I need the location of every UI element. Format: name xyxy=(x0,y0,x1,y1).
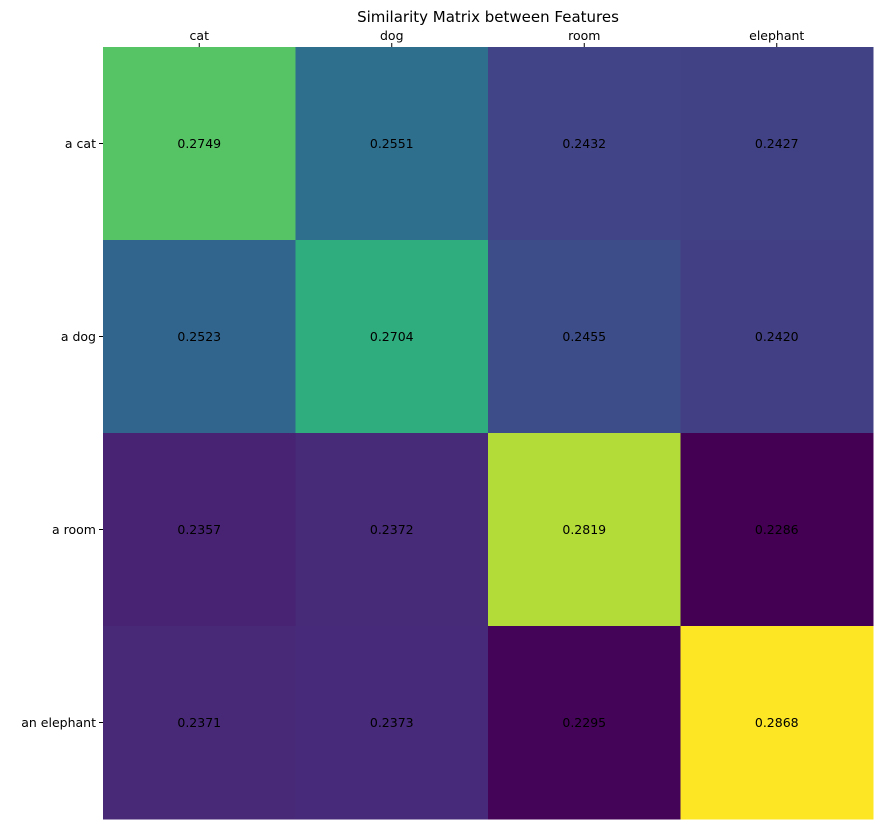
y-tick-label: a dog xyxy=(61,329,96,344)
heatmap-cell xyxy=(103,433,296,627)
cell-value-label: 0.2286 xyxy=(755,522,799,537)
heatmap-cell xyxy=(295,240,489,434)
x-tick-label: dog xyxy=(380,28,404,43)
cell-value-label: 0.2523 xyxy=(177,329,221,344)
heatmap-cell xyxy=(488,626,681,820)
chart-title: Similarity Matrix between Features xyxy=(357,8,619,26)
cell-value-label: 0.2427 xyxy=(755,136,799,151)
cell-value-label: 0.2372 xyxy=(370,522,414,537)
heatmap-cell xyxy=(680,433,874,627)
cell-value-label: 0.2432 xyxy=(562,136,606,151)
heatmap-cell xyxy=(103,240,296,434)
x-axis-ticks: cat dog room elephant xyxy=(190,28,804,47)
cell-value-label: 0.2749 xyxy=(177,136,221,151)
cell-value-label: 0.2455 xyxy=(562,329,606,344)
cell-value-label: 0.2704 xyxy=(370,329,414,344)
heatmap-cell xyxy=(680,47,874,241)
y-axis-ticks: a cat a dog a room an elephant xyxy=(21,136,103,730)
cell-value-label: 0.2868 xyxy=(755,715,799,730)
cell-value-label: 0.2551 xyxy=(370,136,414,151)
heatmap-cell xyxy=(295,47,489,241)
x-tick-label: elephant xyxy=(749,28,804,43)
y-tick-label: a room xyxy=(52,522,96,537)
heatmap-cell xyxy=(680,626,874,820)
heatmap-cells xyxy=(103,47,874,820)
x-tick-label: cat xyxy=(190,28,210,43)
cell-value-label: 0.2420 xyxy=(755,329,799,344)
cell-value-label: 0.2371 xyxy=(177,715,221,730)
heatmap-cell xyxy=(680,240,874,434)
heatmap-cell xyxy=(488,240,681,434)
heatmap-cell xyxy=(103,626,296,820)
y-tick-label: a cat xyxy=(65,136,96,151)
heatmap-cell xyxy=(295,626,489,820)
cell-value-label: 0.2819 xyxy=(562,522,606,537)
heatmap-cell xyxy=(295,433,489,627)
cell-value-label: 0.2373 xyxy=(370,715,414,730)
heatmap-cell xyxy=(103,47,296,241)
cell-value-label: 0.2295 xyxy=(562,715,606,730)
cell-value-label: 0.2357 xyxy=(177,522,221,537)
heatmap-cell xyxy=(488,433,681,627)
x-tick-label: room xyxy=(568,28,600,43)
heatmap-cell-labels: 0.2749 0.2551 0.2432 0.2427 0.2523 0.2704 0.24… xyxy=(177,136,798,730)
y-tick-label: an elephant xyxy=(21,715,96,730)
heatmap-cell xyxy=(488,47,681,241)
